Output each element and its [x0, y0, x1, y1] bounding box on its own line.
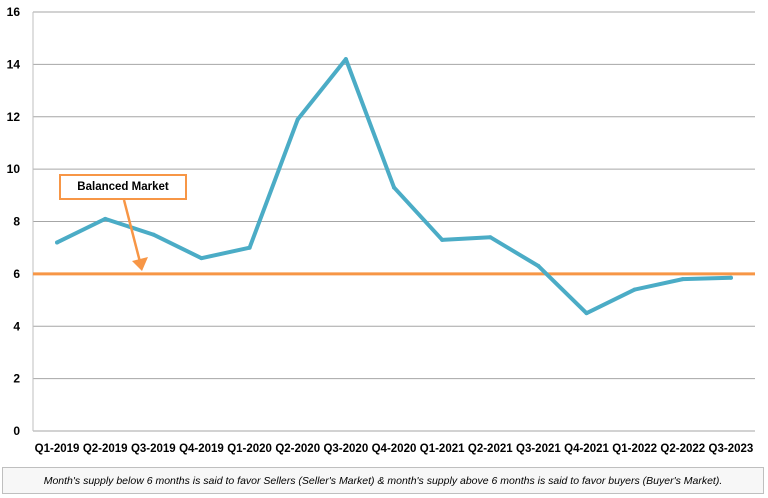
y-tick-label: 6 [13, 267, 20, 281]
data-point [536, 264, 541, 269]
balanced-market-callout: Balanced Market [59, 174, 187, 200]
y-tick-label: 8 [13, 215, 20, 229]
data-point [440, 237, 445, 242]
data-point [199, 256, 204, 261]
x-tick-label: Q4-2020 [372, 443, 417, 455]
y-tick-label: 14 [7, 57, 21, 71]
series-group [55, 57, 733, 316]
y-tick-label: 4 [13, 319, 20, 333]
footnote: Month's supply below 6 months is said to… [2, 467, 764, 494]
data-point [151, 232, 156, 237]
data-point [247, 245, 252, 250]
arrow-head [132, 257, 148, 271]
x-tick-label: Q4-2021 [564, 443, 609, 455]
x-tick-label: Q3-2020 [323, 443, 368, 455]
data-point [343, 57, 348, 62]
x-tick-label: Q2-2020 [275, 443, 320, 455]
x-tick-label: Q1-2021 [420, 443, 465, 455]
data-point [680, 277, 685, 282]
x-tick-label: Q1-2022 [612, 443, 657, 455]
x-tick-label: Q4-2019 [179, 443, 224, 455]
data-point [55, 240, 60, 245]
callout-arrow [122, 199, 148, 271]
x-tick-label: Q3-2023 [709, 443, 754, 455]
x-tick-label: Q1-2020 [227, 443, 272, 455]
x-tick-label: Q2-2019 [83, 443, 128, 455]
x-tick-label: Q3-2021 [516, 443, 561, 455]
data-point [488, 235, 493, 240]
gridlines [33, 11, 755, 432]
y-tick-label: 16 [7, 5, 21, 19]
data-point [295, 117, 300, 122]
y-tick-label: 12 [7, 110, 21, 124]
data-point [392, 185, 396, 190]
data-point [584, 311, 589, 316]
data-point [103, 216, 108, 221]
y-tick-label: 2 [13, 372, 20, 386]
data-point [632, 287, 637, 292]
x-tick-label: Q2-2021 [468, 443, 513, 455]
y-tick-label: 0 [13, 424, 20, 438]
y-axis-ticks: 0 2 4 6 8 10 12 14 16 [7, 5, 21, 438]
x-tick-label: Q2-2022 [660, 443, 705, 455]
y-tick-label: 10 [7, 162, 21, 176]
arrow-shaft [122, 199, 142, 263]
data-point [728, 275, 733, 280]
x-tick-label: Q1-2019 [35, 443, 80, 455]
x-tick-label: Q3-2019 [131, 443, 176, 455]
x-axis-ticks: Q1-2019 Q2-2019 Q3-2019 Q4-2019 Q1-2020 Q2-20… [35, 443, 754, 455]
